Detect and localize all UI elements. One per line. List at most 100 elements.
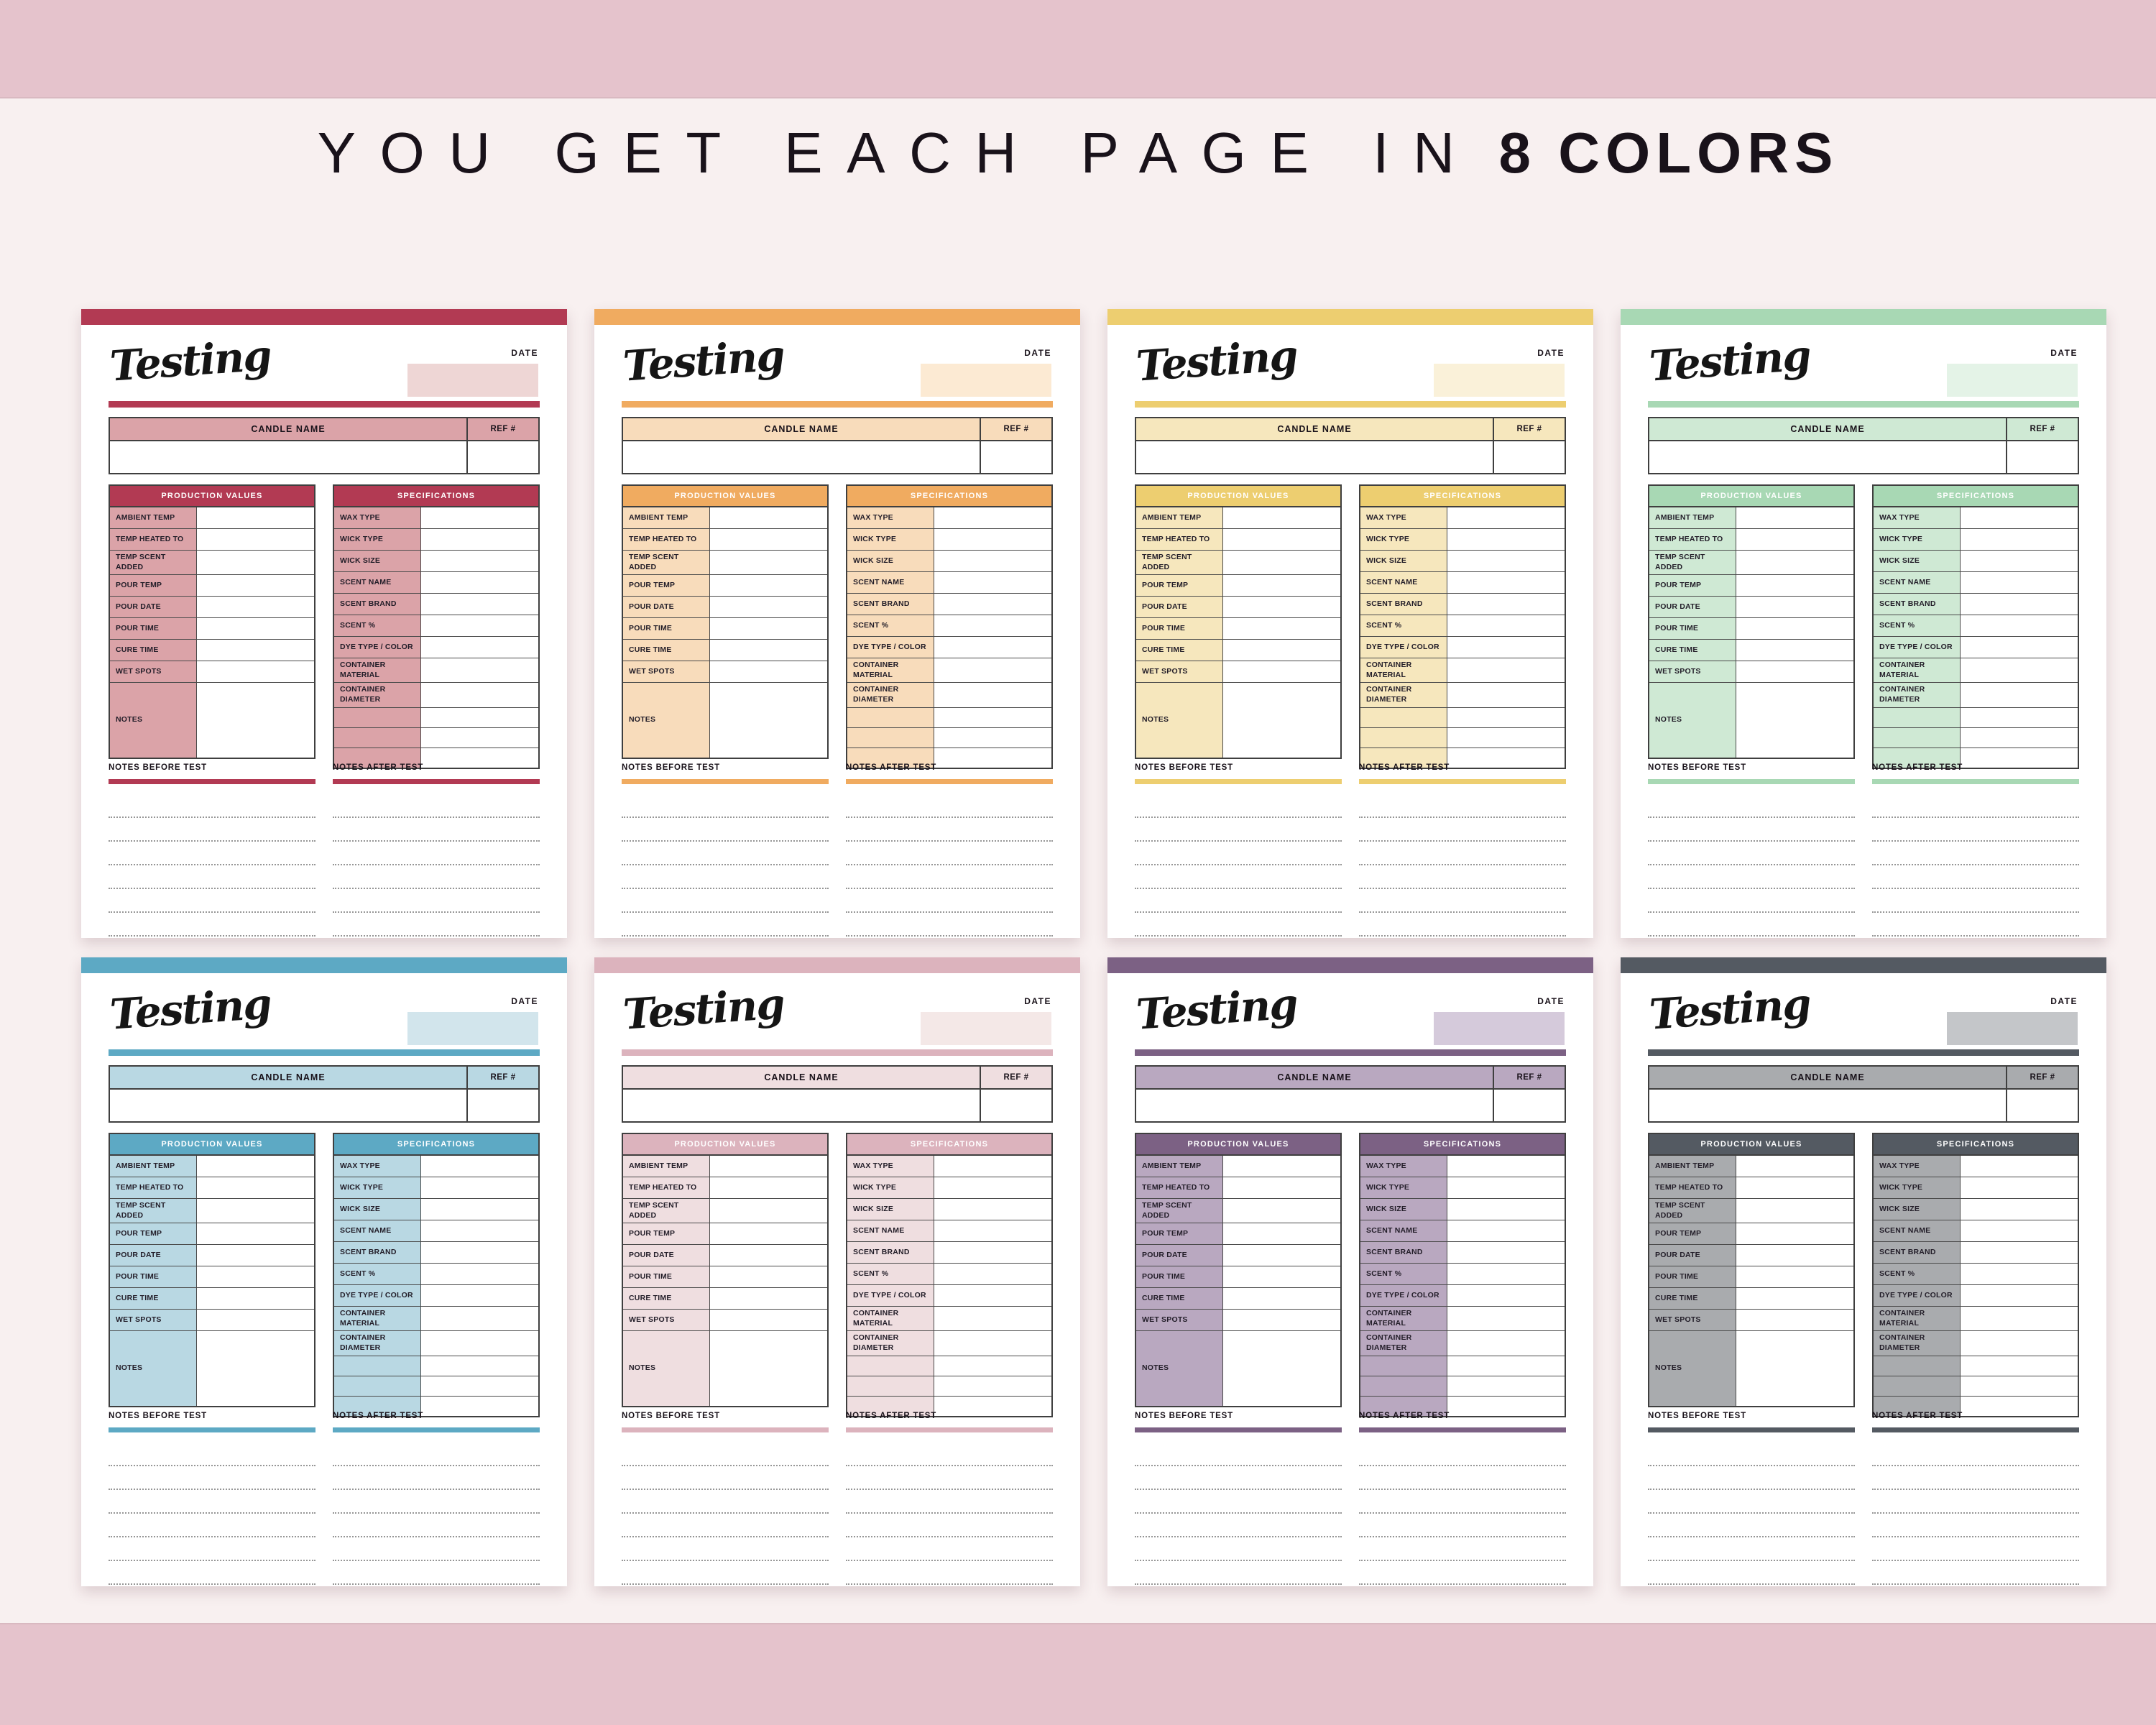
row-label: WAX TYPE [334, 507, 420, 528]
ref-number-input-cell [2006, 441, 2078, 473]
note-line [1648, 1490, 1855, 1514]
note-line [333, 889, 540, 913]
ref-number-header: REF # [466, 418, 538, 440]
specifications-column: SPECIFICATIONS WAX TYPE WICK TYPE WICK SIZ… [1872, 484, 2079, 769]
row-label: POUR DATE [1136, 1245, 1222, 1266]
note-line [333, 1490, 540, 1514]
row-value-cell [1447, 1199, 1565, 1220]
table-row [1874, 1395, 2078, 1416]
candle-name-table: CANDLE NAME REF # [1135, 417, 1566, 474]
row-value-cell [1447, 1220, 1565, 1241]
candle-name-value-row [1136, 441, 1565, 473]
notes-before-lines [1135, 794, 1342, 937]
note-line [1648, 913, 1855, 937]
page-color-bar [1107, 309, 1593, 325]
table-row: TEMP SCENT ADDED [1136, 1198, 1340, 1223]
row-value-cell [1222, 618, 1340, 640]
table-row: AMBIENT TEMP [1136, 506, 1340, 528]
row-label: WET SPOTS [110, 661, 196, 683]
row-value-cell [709, 1177, 827, 1198]
notes-section: NOTES BEFORE TEST NOTES AFTER TEST [1135, 763, 1566, 937]
divider-bar [1648, 1049, 2079, 1056]
ref-number-header: REF # [466, 1067, 538, 1088]
note-line [1648, 1537, 1855, 1561]
date-label: DATE [1537, 996, 1565, 1006]
testing-logo: Testing [621, 331, 786, 391]
note-line [1359, 865, 1566, 889]
row-label: POUR TEMP [623, 1223, 709, 1245]
table-row: WICK SIZE [1874, 550, 2078, 571]
row-label: WICK TYPE [1360, 529, 1447, 550]
divider-bar [109, 401, 540, 408]
row-label: WAX TYPE [847, 1156, 934, 1177]
row-value-cell [196, 1288, 314, 1310]
row-value-cell [196, 640, 314, 661]
notes-after-lines [1872, 1443, 2079, 1585]
production-values-column: PRODUCTION VALUES AMBIENT TEMP TEMP HEATE… [622, 484, 829, 769]
candle-name-value-row [110, 1090, 538, 1121]
notes-before-underline-bar [109, 779, 315, 784]
row-value-cell [1960, 507, 2078, 528]
row-label: CURE TIME [1136, 640, 1222, 661]
row-value-cell [1447, 707, 1565, 727]
row-value-cell [709, 618, 827, 640]
table-row [1360, 747, 1565, 768]
row-value-cell [1222, 575, 1340, 597]
row-value-cell [1222, 1156, 1340, 1177]
table-row: WICK SIZE [1874, 1198, 2078, 1220]
notes-before-test-label: NOTES BEFORE TEST [1648, 1412, 1746, 1420]
candle-name-table: CANDLE NAME REF # [1648, 1065, 2079, 1123]
table-row: POUR TEMP [623, 1223, 827, 1245]
table-row: TEMP SCENT ADDED [1649, 1198, 1853, 1223]
table-row: WET SPOTS [110, 661, 314, 683]
row-label: WICK SIZE [847, 551, 934, 571]
production-values-header: PRODUCTION VALUES [1136, 1133, 1340, 1154]
note-line [846, 889, 1053, 913]
date-input-box [921, 1012, 1051, 1045]
row-value-cell [1222, 1266, 1340, 1288]
ref-number-header: REF # [1493, 418, 1565, 440]
note-line [846, 1537, 1053, 1561]
note-line [622, 1443, 829, 1466]
note-line [333, 1561, 540, 1585]
row-value-cell [709, 507, 827, 528]
notes-before-test-label: NOTES BEFORE TEST [109, 1412, 207, 1420]
table-row: POUR TIME [110, 617, 314, 640]
table-row: NOTES [110, 682, 314, 758]
table-row [1874, 727, 2078, 748]
table-row: TEMP SCENT ADDED [110, 1198, 314, 1223]
notes-before-lines [109, 794, 315, 937]
table-row: POUR DATE [110, 596, 314, 618]
row-label: POUR DATE [1136, 597, 1222, 618]
notes-before-lines [622, 794, 829, 937]
row-value-cell [934, 683, 1051, 707]
note-line [1135, 842, 1342, 865]
row-value-cell [1736, 575, 1853, 597]
note-line [622, 1537, 829, 1561]
row-label: WET SPOTS [623, 661, 709, 683]
candle-name-table: CANDLE NAME REF # [622, 417, 1053, 474]
table-row: NOTES [110, 1330, 314, 1407]
specifications-table: SPECIFICATIONS WAX TYPE WICK TYPE WICK SIZ… [846, 1133, 1053, 1417]
date-label: DATE [1024, 996, 1051, 1006]
candle-name-header: CANDLE NAME [764, 424, 839, 434]
table-row: NOTES [1649, 682, 1853, 758]
row-value-cell [709, 1199, 827, 1223]
row-value-cell [1960, 529, 2078, 550]
note-line [1648, 889, 1855, 913]
date-label: DATE [1537, 348, 1565, 358]
row-label: DYE TYPE / COLOR [1874, 1285, 1960, 1306]
row-label: SCENT BRAND [1360, 1242, 1447, 1263]
table-row: CURE TIME [110, 1287, 314, 1310]
row-label: TEMP HEATED TO [1649, 529, 1736, 550]
production-values-header: PRODUCTION VALUES [623, 484, 827, 506]
detail-tables: PRODUCTION VALUES AMBIENT TEMP TEMP HEATE… [109, 484, 540, 769]
note-line [622, 913, 829, 937]
table-row: WICK SIZE [1360, 1198, 1565, 1220]
row-label: POUR DATE [623, 597, 709, 618]
notes-after-lines [1359, 1443, 1566, 1585]
note-line [333, 865, 540, 889]
template-page-slate: Testing DATE CANDLE NAME REF # PRODUCTIO… [1621, 957, 2106, 1586]
table-row: SCENT BRAND [1360, 593, 1565, 615]
table-row: WET SPOTS [1649, 1309, 1853, 1331]
